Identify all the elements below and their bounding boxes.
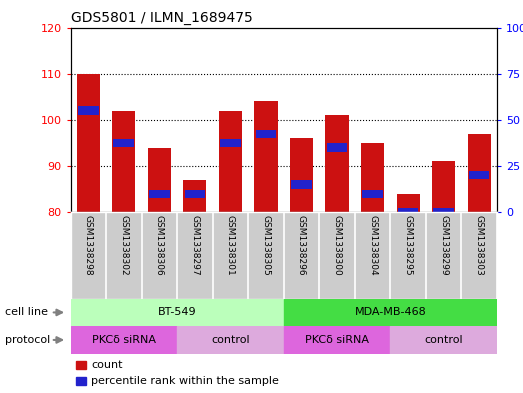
Bar (469, 171, 490, 180)
Text: GSM1338296: GSM1338296 (297, 215, 306, 275)
Text: GSM1338305: GSM1338305 (262, 215, 270, 275)
Text: count: count (91, 360, 122, 370)
Bar (362, 189, 383, 198)
Text: protocol: protocol (5, 335, 51, 345)
Bar (291, 180, 312, 189)
Text: percentile rank within the sample: percentile rank within the sample (91, 376, 279, 386)
Text: PKCδ siRNA: PKCδ siRNA (92, 335, 156, 345)
Bar (390, 326, 497, 354)
Bar (256, 130, 276, 138)
Bar (433, 208, 454, 217)
Bar (396, 194, 419, 212)
Text: control: control (211, 335, 250, 345)
Text: GSM1338295: GSM1338295 (404, 215, 413, 275)
Text: GSM1338297: GSM1338297 (190, 215, 199, 275)
Text: control: control (424, 335, 463, 345)
Bar (76, 361, 86, 369)
Bar (71, 299, 283, 326)
Text: GSM1338301: GSM1338301 (226, 215, 235, 275)
Bar (77, 73, 100, 212)
Text: GSM1338300: GSM1338300 (333, 215, 342, 275)
Text: GSM1338304: GSM1338304 (368, 215, 377, 275)
Bar (283, 299, 497, 326)
Bar (327, 143, 347, 152)
Bar (468, 134, 491, 212)
Text: GDS5801 / ILMN_1689475: GDS5801 / ILMN_1689475 (71, 11, 253, 25)
Text: GSM1338306: GSM1338306 (155, 215, 164, 275)
Bar (113, 139, 134, 147)
Text: GSM1338299: GSM1338299 (439, 215, 448, 275)
Bar (177, 326, 283, 354)
Bar (220, 139, 241, 147)
Bar (361, 143, 384, 212)
Bar (290, 138, 313, 212)
Bar (219, 111, 242, 212)
Bar (397, 208, 418, 217)
Text: PKCδ siRNA: PKCδ siRNA (305, 335, 369, 345)
Bar (325, 115, 348, 212)
Bar (254, 101, 278, 212)
Bar (76, 377, 86, 385)
Text: GSM1338302: GSM1338302 (119, 215, 128, 275)
Bar (432, 162, 455, 212)
Text: GSM1338298: GSM1338298 (84, 215, 93, 275)
Text: MDA-MB-468: MDA-MB-468 (355, 307, 426, 318)
Bar (184, 180, 207, 212)
Bar (283, 326, 390, 354)
Bar (71, 326, 177, 354)
Bar (148, 147, 171, 212)
Bar (78, 107, 99, 115)
Bar (112, 111, 135, 212)
Bar (185, 189, 206, 198)
Bar (149, 189, 170, 198)
Text: GSM1338303: GSM1338303 (474, 215, 484, 275)
Text: cell line: cell line (5, 307, 48, 318)
Text: BT-549: BT-549 (158, 307, 197, 318)
